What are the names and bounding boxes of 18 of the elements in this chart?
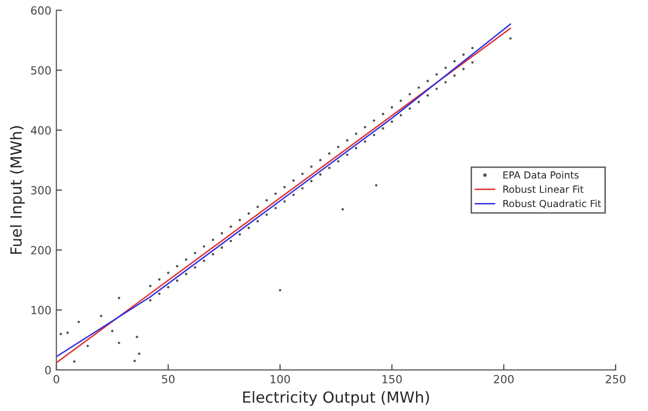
y-tick-label: 600	[31, 6, 51, 15]
y-tick-label: 300	[31, 186, 51, 194]
y-axis-title: Fuel Input (MWh)	[10, 126, 25, 254]
y-tick-label: 200	[31, 246, 51, 254]
y-tick-label: 400	[30, 126, 51, 135]
legend-label: EPA Data Points	[503, 171, 579, 179]
x-tick-label: 100	[270, 374, 290, 384]
y-tick-label: 100	[32, 306, 51, 314]
x-tick-label: 250	[606, 374, 626, 384]
legend-label: Robust Quadratic Fit	[503, 200, 602, 208]
x-tick-label: 200	[494, 374, 514, 384]
y-tick-label: 0	[45, 366, 51, 374]
legend-label: Robust Linear Fit	[503, 185, 584, 193]
y-tick-label: 500	[31, 66, 51, 75]
x-tick-label: 50	[162, 374, 175, 384]
x-tick-label: 0	[54, 374, 60, 384]
x-axis-title: Electricity Output (MWh)	[243, 391, 429, 406]
x-tick-label: 150	[382, 374, 402, 384]
